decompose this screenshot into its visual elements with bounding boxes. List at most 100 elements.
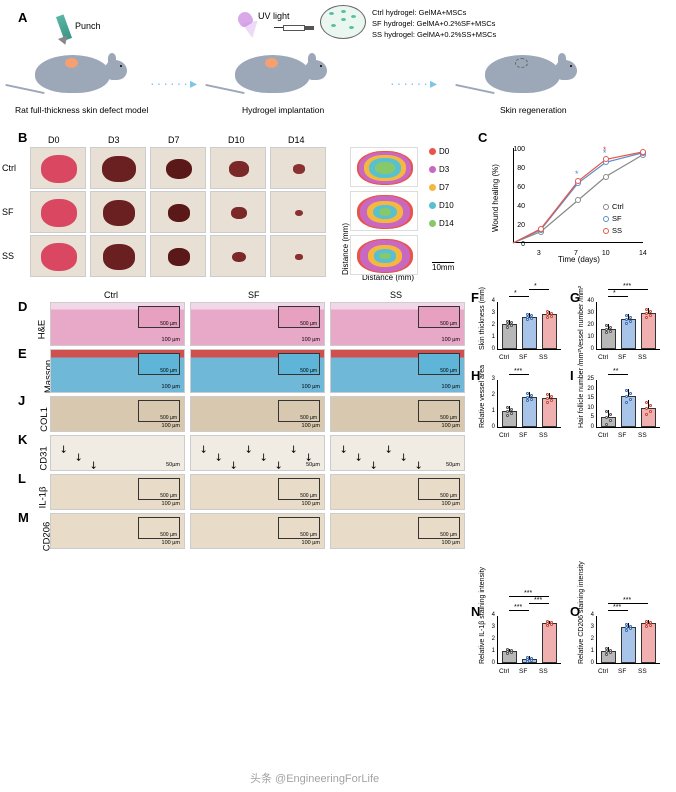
uv-lamp [238,12,252,26]
wound-SS-D7 [150,235,206,277]
hcol-ctrl: Ctrl [104,290,118,300]
rat-2 [235,45,330,97]
rat-1 [35,45,130,97]
barchart-G: ****CtrlSFSS010203040Vessel number /mm² [574,294,666,362]
wound-SF-D10 [210,191,266,233]
wound-SS-D3 [90,235,146,277]
c-sig: * [603,145,607,155]
c-legend-SS: SS [603,226,622,235]
label-k: K [18,432,27,447]
c-legend-SF: SF [603,214,622,223]
legend-2: SF hydrogel: GelMA+0.2%SF+MSCs [372,19,495,29]
hcol-sf: SF [248,290,260,300]
c-ytick-0: 0 [507,241,525,248]
b-row-Ctrl: Ctrl [2,163,16,173]
barchart-F: **CtrlSFSS01234Skin thickness (mm) [475,294,567,362]
label-d: D [18,299,27,314]
wound-SS-D10 [210,235,266,277]
wound-Ctrl-D3 [90,147,146,189]
c-pt-Ctrl-10 [603,174,609,180]
wound-SF-D14 [270,191,326,233]
caption-1: Rat full-thickness skin defect model [15,105,148,115]
wound-Ctrl-D14 [270,147,326,189]
wound-SS-D14 [270,235,326,277]
histo-rowlabel-J: COL1 [39,407,50,432]
wound-Ctrl-D0 [30,147,86,189]
wound-SF-D7 [150,191,206,233]
c-xtick-14: 14 [639,250,647,257]
c-lines [513,148,643,243]
c-ytick-100: 100 [507,146,525,153]
caption-3: Skin regeneration [500,105,567,115]
wound-Ctrl-D7 [150,147,206,189]
panel-c: Wound healing (%) Time (days) 0 20 40 60 80 1… [483,140,658,270]
legend-3: SS hydrogel: GelMA+0.2%SS+MSCs [372,30,496,40]
c-xlabel: Time (days) [558,255,600,264]
rat-3 [485,45,580,97]
histo-K-SF: 50µm↘↘↘↘↘↘↘↘ [190,435,325,471]
c-ytick-80: 80 [507,165,525,172]
c-ytick-40: 40 [507,203,525,210]
c-xtick-10: 10 [602,250,610,257]
histo-E-Ctrl: 500 µm100 µm [50,349,185,393]
histo-L-Ctrl: 500 µm100 µm [50,474,185,510]
c-ytick-60: 60 [507,184,525,191]
histo-M-SS: 500 µm100 µm [330,513,465,549]
histo-K-Ctrl: 50µm↘↘↘ [50,435,185,471]
boundary-SF [350,191,418,231]
b-row-SS: SS [2,251,14,261]
syringe [283,25,315,31]
c-pt-SS-3 [538,226,544,232]
b-col-D3: D3 [108,135,120,145]
histo-rowlabel-K: CD31 [39,446,50,470]
boundary-SS [350,235,418,275]
boundary-Ctrl [350,147,418,187]
b-legend-D14: D14 [429,219,454,228]
b-scalebar: 10mm [432,263,454,272]
c-sig: * [575,169,579,179]
histo-M-Ctrl: 500 µm100 µm [50,513,185,549]
histo-K-SS: 50µm↘↘↘↘↘↘ [330,435,465,471]
panel-b: Distance (mm) Distance (mm) 10mm D0D3D7D… [24,135,464,280]
wound-SS-D0 [30,235,86,277]
b-legend-D7: D7 [429,183,449,192]
watermark: 头条 @EngineeringForLife [250,770,379,786]
c-ytick-20: 20 [507,222,525,229]
histo-J-SF: 500 µm100 µm [190,396,325,432]
barchart-H: ***CtrlSFSS0123Relative vessel area [475,372,567,440]
label-m: M [18,510,29,525]
b-legend-D10: D10 [429,201,454,210]
histo-L-SS: 500 µm100 µm [330,474,465,510]
label-j: J [18,393,25,408]
arrow-1: ······▸ [150,75,199,92]
histo-rowlabel-D: H&E [36,320,47,340]
histo-E-SS: 500 µm100 µm [330,349,465,393]
label-l: L [18,471,26,486]
histo-L-SF: 500 µm100 µm [190,474,325,510]
panel-a: Punch Rat full-thickness skin defect mod… [20,15,650,115]
caption-2: Hydrogel implantation [242,105,324,115]
c-ylabel: Wound healing (%) [491,164,500,232]
b-col-D10: D10 [228,135,245,145]
c-legend-Ctrl: Ctrl [603,202,624,211]
histo-rowlabel-L: IL-1β [37,487,48,509]
b-col-D14: D14 [288,135,305,145]
wound-SF-D0 [30,191,86,233]
punch-label: Punch [75,21,101,31]
wound-SF-D3 [90,191,146,233]
b-col-D7: D7 [168,135,180,145]
b-legend-D3: D3 [429,165,449,174]
gel-circle [320,5,366,39]
c-pt-SS-14 [640,149,646,155]
b-legend-D0: D0 [429,147,449,156]
histo-D-SS: 500 µm100 µm [330,302,465,346]
histo-J-SS: 500 µm100 µm [330,396,465,432]
c-xtick-7: 7 [574,250,578,257]
uv-label: UV light [258,11,290,21]
hcol-ss: SS [390,290,402,300]
histo-D-SF: 500 µm100 µm [190,302,325,346]
b-row-SF: SF [2,207,14,217]
barchart-I: **CtrlSFSS0510152025Hair follicle number… [574,372,666,440]
arrow-2: ······▸ [390,75,439,92]
barchart-N: *********CtrlSFSS01234Relative IL-1β sta… [475,608,567,676]
